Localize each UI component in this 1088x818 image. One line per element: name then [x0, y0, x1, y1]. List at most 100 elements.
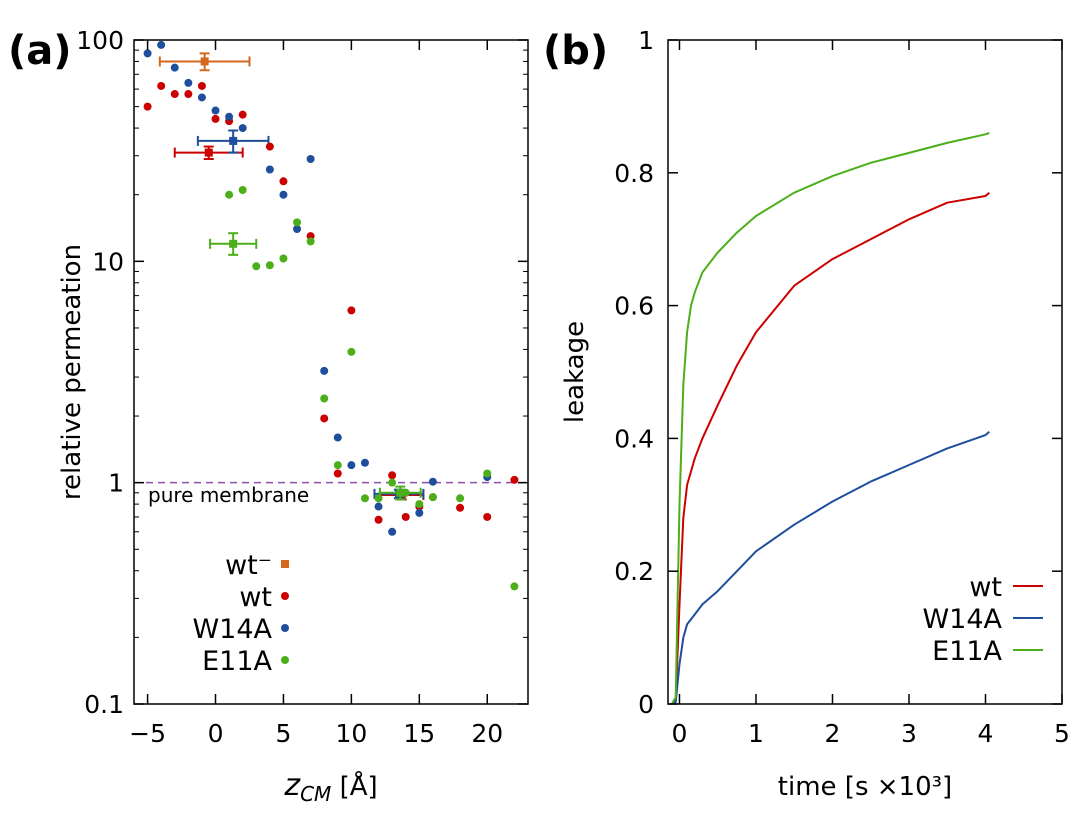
panel-a-xtick-label: −5: [129, 719, 166, 748]
data-point-wt: [184, 90, 193, 99]
data-point-w14a: [333, 433, 342, 442]
data-point-e11a: [225, 190, 234, 199]
data-point-wt: [170, 90, 179, 99]
data-point-e11a: [374, 494, 383, 503]
data-point-w14a: [225, 112, 234, 121]
panel-b-xlabel: time [s ×10³]: [778, 772, 952, 802]
data-point-w14a: [306, 154, 315, 163]
panel-b-label: (b): [543, 28, 608, 74]
panel-a-ytick-label: 10: [92, 247, 124, 276]
data-point-e11a: [510, 582, 519, 591]
panel-a-xtick-label: 15: [403, 719, 435, 748]
legend-label-1: wt: [239, 582, 272, 613]
data-point-wt-minus: [158, 52, 251, 72]
panel-b-ytick-label: 0.2: [614, 557, 654, 586]
data-point-w14a: [320, 366, 329, 375]
data-point-w14a: [360, 458, 369, 467]
data-point-w14a: [347, 461, 356, 470]
panel-b-xtick-label: 4: [978, 719, 994, 748]
data-point-e11a: [388, 478, 397, 487]
legend-label-2: W14A: [192, 614, 272, 645]
legend-label-3: E11A: [202, 646, 272, 677]
error-point-e11a: [378, 485, 422, 501]
panel-b-ylabel: leakage: [560, 321, 590, 423]
legend-b-label-2: E11A: [932, 636, 1002, 667]
legend-marker-3: [281, 656, 289, 664]
data-point-wt: [320, 414, 329, 423]
legend-b-label-0: wt: [969, 572, 1002, 603]
data-point-w14a: [143, 49, 152, 58]
data-point-e11a: [401, 488, 410, 497]
panel-b-xtick-label: 0: [672, 719, 688, 748]
data-point-wt: [510, 475, 519, 484]
data-point-wt: [333, 469, 342, 478]
legend-marker-1: [281, 592, 289, 600]
panel-b-ytick-label: 0.8: [614, 159, 654, 188]
panel-a-xlabel: zCM [Å]: [283, 768, 377, 806]
error-point-e11a: [209, 232, 258, 256]
data-point-wt: [197, 81, 206, 90]
data-point-w14a: [279, 190, 288, 199]
panel-b-ytick-label: 0: [638, 690, 654, 719]
legend-b-label-1: W14A: [922, 604, 1002, 635]
panel-b-frame: [667, 39, 1063, 705]
panel-b-xtick-label: 2: [825, 719, 841, 748]
data-point-wt: [401, 512, 410, 521]
panel-b-ytick-label: 0.4: [614, 424, 654, 453]
data-point-w14a: [238, 124, 247, 133]
panel-a-xlabel-main: z: [283, 768, 301, 803]
panel-a-ytick-label: 0.1: [84, 690, 124, 719]
data-point-w14a: [184, 78, 193, 87]
panel-b-xtick-label: 1: [748, 719, 764, 748]
data-point-w14a: [388, 527, 397, 536]
data-point-wt: [483, 512, 492, 521]
data-point-e11a: [456, 494, 465, 503]
data-point-e11a: [428, 493, 437, 502]
panel-a-xtick-label: 20: [471, 719, 503, 748]
data-point-wt: [238, 110, 247, 119]
data-point-w14a: [415, 508, 424, 517]
data-point-e11a: [333, 461, 342, 470]
panel-a-ytick-label: 1: [108, 469, 124, 498]
panel-b-ytick-label: 0.6: [614, 292, 654, 321]
panel-a-xlabel-unit: [Å]: [331, 770, 377, 802]
legend-marker-0: [281, 560, 289, 568]
panel-b-xtick-label: 5: [1054, 719, 1070, 748]
data-point-e11a: [265, 261, 274, 270]
data-point-w14a: [170, 63, 179, 72]
series-line-w14a: [671, 431, 990, 705]
data-point-e11a: [360, 494, 369, 503]
data-point-w14a: [265, 165, 274, 174]
data-point-wt: [143, 102, 152, 111]
data-point-w14a: [293, 224, 302, 233]
panel-b-chart: 0 1 2 3 4 5 0 0.2 0.4 0.6 0.8 1 leakage time [s ×10…: [560, 26, 1070, 802]
data-point-e11a: [238, 186, 247, 195]
data-point-e11a: [293, 218, 302, 227]
data-point-wt: [157, 81, 166, 90]
data-point-e11a: [306, 237, 315, 246]
data-point-e11a: [415, 500, 424, 509]
panel-a-ytick-label: 100: [76, 26, 124, 55]
panel-a-xtick-label: 5: [275, 719, 291, 748]
data-point-e11a: [347, 347, 356, 356]
data-point-e11a: [320, 394, 329, 403]
panel-a-xlabel-sub: CM: [300, 782, 331, 806]
data-point-wt: [347, 306, 356, 315]
data-point-wt: [211, 114, 220, 123]
panel-a-frame: [133, 39, 529, 705]
panel-a-xtick-label: 0: [208, 719, 224, 748]
data-point-w14a: [211, 106, 220, 115]
panel-b-xtick-label: 3: [901, 719, 917, 748]
data-point-w14a: [374, 502, 383, 511]
data-point-e11a: [252, 262, 261, 271]
data-point-wt: [279, 177, 288, 186]
data-point-wt: [374, 515, 383, 524]
panel-a-xtick-label: 10: [335, 719, 367, 748]
panel-a-ylabel: relative permeation: [57, 244, 87, 500]
data-point-w14a: [428, 477, 437, 486]
data-point-w14a: [197, 93, 206, 102]
data-point-wt: [265, 142, 274, 151]
data-point-e11a: [483, 469, 492, 478]
reference-line-label: pure membrane: [148, 483, 309, 507]
